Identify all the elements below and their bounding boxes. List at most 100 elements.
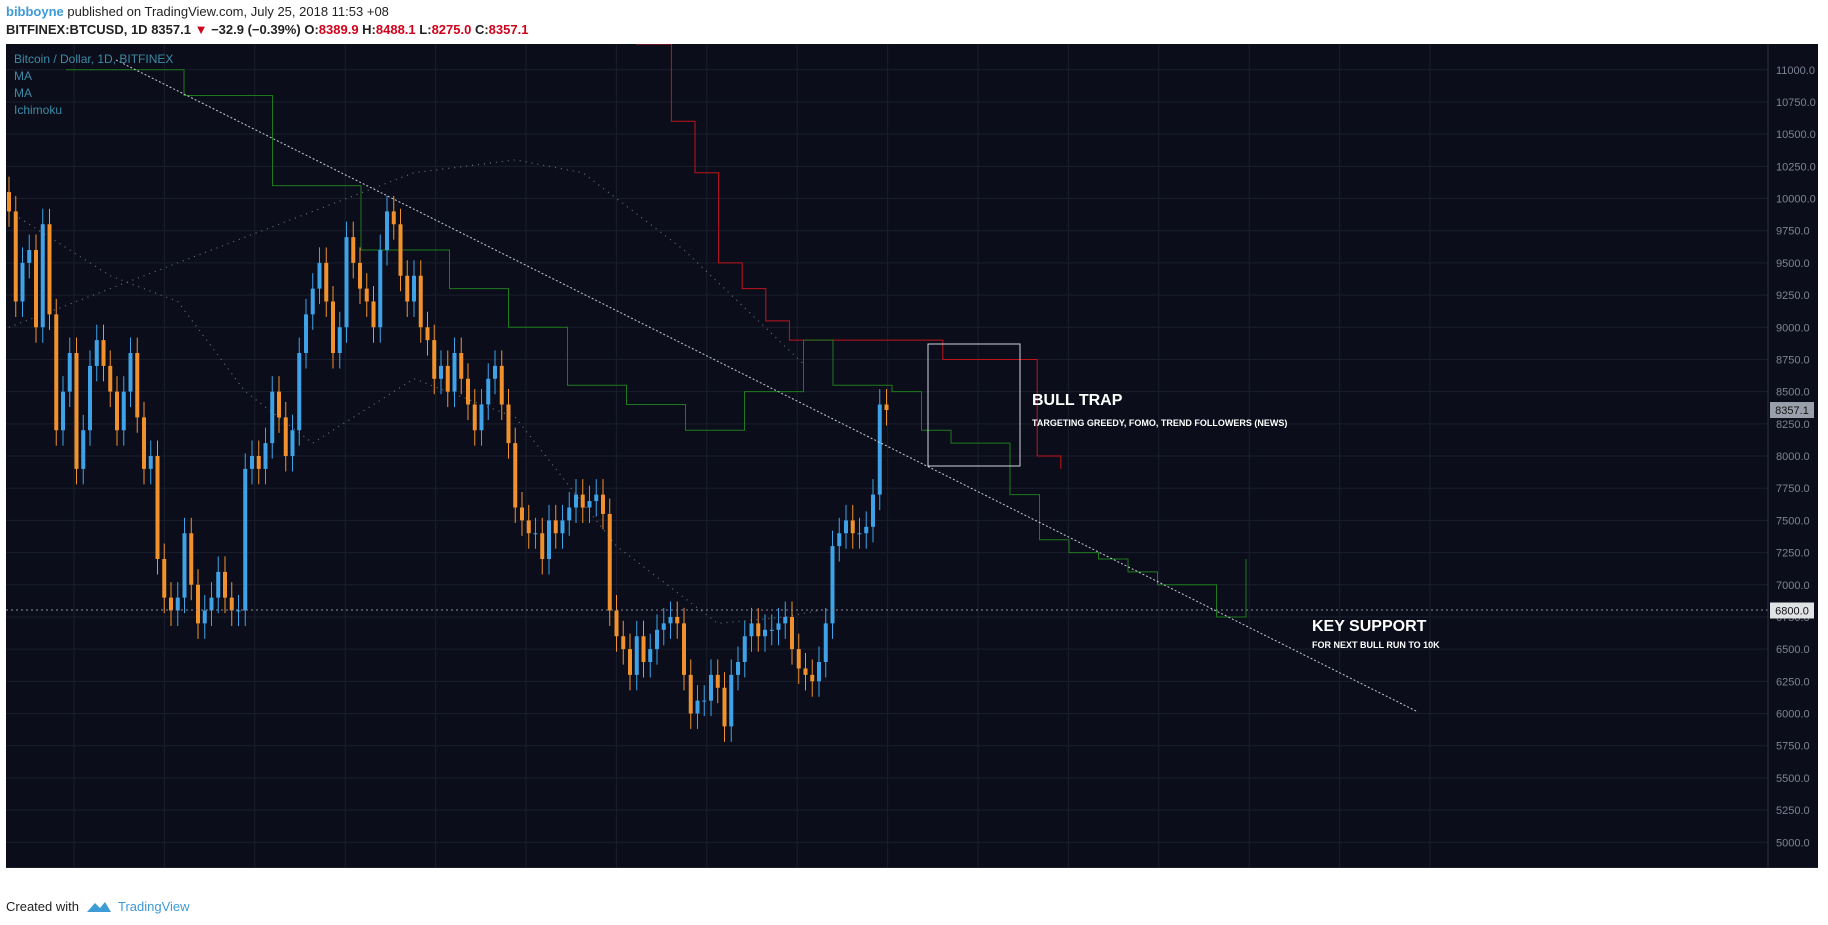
moving-average-line[interactable] bbox=[8, 210, 820, 624]
candle-body[interactable] bbox=[371, 301, 376, 328]
candle-body[interactable] bbox=[162, 559, 167, 598]
candle-body[interactable] bbox=[425, 327, 430, 341]
candle-body[interactable] bbox=[385, 211, 389, 250]
candle-body[interactable] bbox=[682, 623, 686, 675]
candle-body[interactable] bbox=[344, 237, 349, 328]
candle-body[interactable] bbox=[391, 211, 396, 225]
candle-body[interactable] bbox=[7, 192, 11, 212]
candle-body[interactable] bbox=[850, 520, 855, 534]
candle-body[interactable] bbox=[88, 365, 92, 431]
candle-body[interactable] bbox=[668, 616, 673, 624]
legend-ma-2[interactable]: MA bbox=[14, 86, 32, 100]
candle-body[interactable] bbox=[830, 546, 835, 624]
candle-body[interactable] bbox=[702, 700, 707, 702]
candle-body[interactable] bbox=[655, 629, 659, 650]
candle-body[interactable] bbox=[40, 224, 45, 328]
price-chart[interactable]: BULL TRAP TARGETING GREEDY, FOMO, TREND … bbox=[6, 44, 1818, 868]
candle-body[interactable] bbox=[148, 456, 153, 469]
candle-body[interactable] bbox=[310, 288, 315, 315]
candle-body[interactable] bbox=[108, 365, 113, 392]
tradingview-logo-icon[interactable] bbox=[86, 898, 112, 914]
candle-body[interactable] bbox=[567, 507, 572, 521]
candle-body[interactable] bbox=[115, 391, 119, 431]
candle-body[interactable] bbox=[67, 353, 72, 392]
candle-body[interactable] bbox=[277, 391, 281, 418]
candle-body[interactable] bbox=[560, 520, 565, 534]
candle-body[interactable] bbox=[783, 616, 788, 624]
candle-body[interactable] bbox=[472, 404, 477, 431]
candle-body[interactable] bbox=[769, 629, 774, 631]
candle-body[interactable] bbox=[526, 520, 531, 534]
candle-body[interactable] bbox=[398, 224, 403, 276]
candle-body[interactable] bbox=[884, 404, 889, 411]
candle-body[interactable] bbox=[378, 250, 383, 328]
candle-body[interactable] bbox=[756, 623, 761, 637]
candle-body[interactable] bbox=[871, 494, 875, 527]
candle-body[interactable] bbox=[722, 687, 727, 727]
candle-body[interactable] bbox=[857, 533, 862, 535]
candle-body[interactable] bbox=[317, 262, 322, 289]
candle-body[interactable] bbox=[621, 636, 626, 650]
author-link[interactable]: bibboyne bbox=[6, 4, 64, 19]
candle-body[interactable] bbox=[648, 649, 653, 662]
candle-body[interactable] bbox=[634, 636, 639, 675]
candle-body[interactable] bbox=[614, 610, 619, 637]
candle-body[interactable] bbox=[324, 262, 329, 302]
candle-body[interactable] bbox=[580, 494, 585, 508]
candle-body[interactable] bbox=[837, 533, 842, 547]
candle-body[interactable] bbox=[223, 571, 227, 598]
candle-body[interactable] bbox=[587, 501, 592, 508]
candle-body[interactable] bbox=[520, 507, 524, 521]
price-axis[interactable] bbox=[1768, 44, 1818, 868]
candle-body[interactable] bbox=[506, 404, 511, 444]
candle-body[interactable] bbox=[155, 456, 160, 559]
candle-body[interactable] bbox=[20, 262, 25, 302]
candle-body[interactable] bbox=[817, 662, 821, 682]
candle-body[interactable] bbox=[688, 674, 693, 714]
candle-body[interactable] bbox=[216, 571, 221, 598]
candle-body[interactable] bbox=[452, 353, 457, 392]
legend-ichimoku[interactable]: Ichimoku bbox=[14, 103, 62, 117]
candle-body[interactable] bbox=[169, 597, 173, 611]
candle-body[interactable] bbox=[803, 668, 808, 675]
candle-body[interactable] bbox=[533, 533, 538, 535]
candle-body[interactable] bbox=[290, 430, 295, 456]
candle-body[interactable] bbox=[466, 378, 470, 405]
candle-body[interactable] bbox=[121, 391, 126, 431]
candle-body[interactable] bbox=[175, 597, 180, 611]
candle-body[interactable] bbox=[661, 623, 666, 630]
candle-body[interactable] bbox=[182, 533, 187, 598]
candle-body[interactable] bbox=[729, 674, 734, 727]
candle-body[interactable] bbox=[283, 417, 288, 456]
candle-body[interactable] bbox=[675, 616, 680, 624]
ichimoku-tenkan-line[interactable] bbox=[636, 44, 1062, 469]
candle-body[interactable] bbox=[202, 610, 207, 624]
candle-body[interactable] bbox=[209, 597, 214, 611]
moving-average-line[interactable] bbox=[8, 159, 806, 367]
candle-body[interactable] bbox=[263, 443, 268, 469]
ichimoku-kijun-line[interactable] bbox=[66, 69, 1247, 618]
candle-body[interactable] bbox=[486, 378, 491, 405]
candle-body[interactable] bbox=[142, 417, 146, 469]
candle-body[interactable] bbox=[628, 649, 632, 675]
candle-body[interactable] bbox=[749, 623, 754, 637]
candle-body[interactable] bbox=[796, 649, 801, 669]
candle-body[interactable] bbox=[499, 365, 504, 405]
candle-body[interactable] bbox=[736, 662, 740, 675]
candle-body[interactable] bbox=[250, 456, 254, 469]
candle-body[interactable] bbox=[297, 353, 302, 431]
candle-body[interactable] bbox=[432, 340, 437, 379]
candle-body[interactable] bbox=[790, 616, 794, 650]
candle-body[interactable] bbox=[547, 520, 551, 559]
candle-body[interactable] bbox=[493, 365, 497, 379]
candle-body[interactable] bbox=[540, 533, 545, 559]
candle-body[interactable] bbox=[196, 584, 200, 624]
candle-body[interactable] bbox=[594, 494, 599, 502]
candle-body[interactable] bbox=[405, 275, 410, 302]
candle-body[interactable] bbox=[47, 224, 52, 315]
candle-body[interactable] bbox=[715, 674, 720, 688]
candle-body[interactable] bbox=[13, 211, 18, 302]
candle-body[interactable] bbox=[742, 636, 747, 662]
candle-body[interactable] bbox=[641, 636, 646, 662]
legend-symbol[interactable]: Bitcoin / Dollar, 1D, BITFINEX bbox=[14, 52, 173, 66]
